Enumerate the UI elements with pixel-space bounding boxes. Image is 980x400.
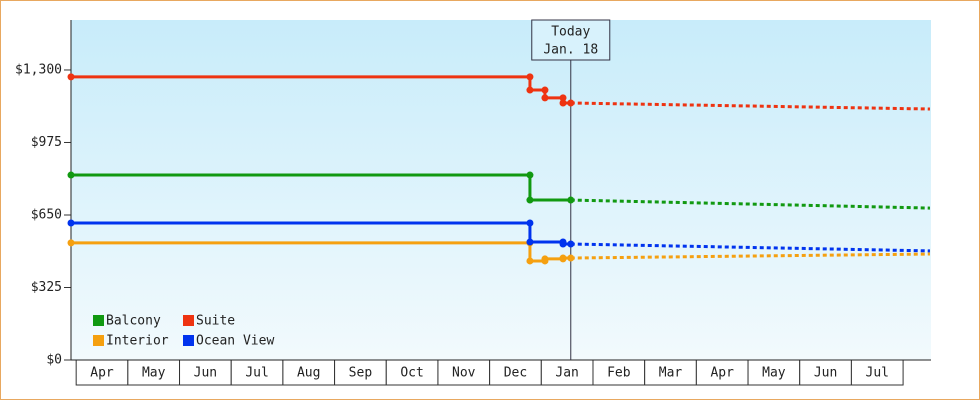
price-point — [559, 99, 567, 107]
y-tick-label: $650 — [31, 207, 62, 222]
x-tick-label: Oct — [400, 366, 423, 381]
price-point — [541, 255, 549, 263]
price-point — [567, 99, 575, 107]
price-point — [567, 240, 575, 248]
price-point — [559, 240, 567, 248]
legend-swatch — [93, 315, 104, 326]
x-tick-cell — [644, 359, 697, 386]
price-point — [67, 73, 75, 81]
x-tick-label: May — [142, 366, 166, 381]
y-tick-label: $0 — [46, 353, 62, 368]
x-tick-cell — [850, 359, 904, 386]
legend-label: Suite — [196, 314, 235, 329]
legend-label: Interior — [106, 334, 169, 349]
price-point — [526, 86, 534, 94]
price-point — [526, 219, 534, 227]
x-tick-cell — [437, 359, 491, 386]
x-tick-label: Jun — [814, 366, 837, 381]
x-tick-label: Jul — [866, 366, 889, 381]
x-tick-cell — [747, 359, 801, 386]
x-tick-label: Apr — [90, 366, 114, 381]
plot-area — [71, 20, 931, 360]
legend-swatch — [183, 315, 194, 326]
price-point — [541, 94, 549, 102]
x-tick-label: May — [762, 366, 786, 381]
price-point — [526, 171, 534, 179]
price-line — [71, 173, 571, 202]
x-tick-label: Nov — [452, 366, 476, 381]
legend-swatch — [183, 335, 194, 346]
today-label: Today — [551, 25, 590, 40]
y-tick-label: $325 — [31, 280, 62, 295]
x-tick-label: Apr — [710, 366, 734, 381]
price-point — [526, 257, 534, 265]
x-tick-label: Aug — [297, 366, 320, 381]
forecast-line — [570, 242, 930, 253]
x-tick-label: Jan — [555, 366, 578, 381]
price-point — [559, 94, 567, 102]
x-tick-label: Jun — [194, 366, 217, 381]
price-point — [526, 73, 534, 81]
forecast-line — [570, 252, 930, 260]
price-point — [526, 196, 534, 204]
x-tick-label: Dec — [504, 366, 527, 381]
x-tick-label: Sep — [349, 366, 373, 381]
price-point — [567, 254, 575, 262]
price-point — [67, 171, 75, 179]
price-point — [67, 219, 75, 227]
price-point — [541, 86, 549, 94]
x-tick-label: Feb — [607, 366, 631, 381]
today-box — [531, 19, 611, 61]
forecast-line — [570, 198, 930, 210]
forecast-line — [570, 101, 930, 111]
today-label: Jan. 18 — [543, 43, 598, 58]
price-point — [526, 238, 534, 246]
legend-label: Ocean View — [196, 334, 274, 349]
legend-swatch — [93, 335, 104, 346]
y-tick-label: $975 — [31, 135, 62, 150]
x-tick-label: Mar — [659, 366, 683, 381]
price-point — [559, 254, 567, 262]
legend-label: Balcony — [106, 314, 161, 329]
x-tick-cell — [799, 359, 852, 386]
price-point — [567, 196, 575, 204]
price-point — [67, 239, 75, 247]
y-tick-label: $1,300 — [15, 62, 62, 77]
x-tick-label: Jul — [245, 366, 268, 381]
